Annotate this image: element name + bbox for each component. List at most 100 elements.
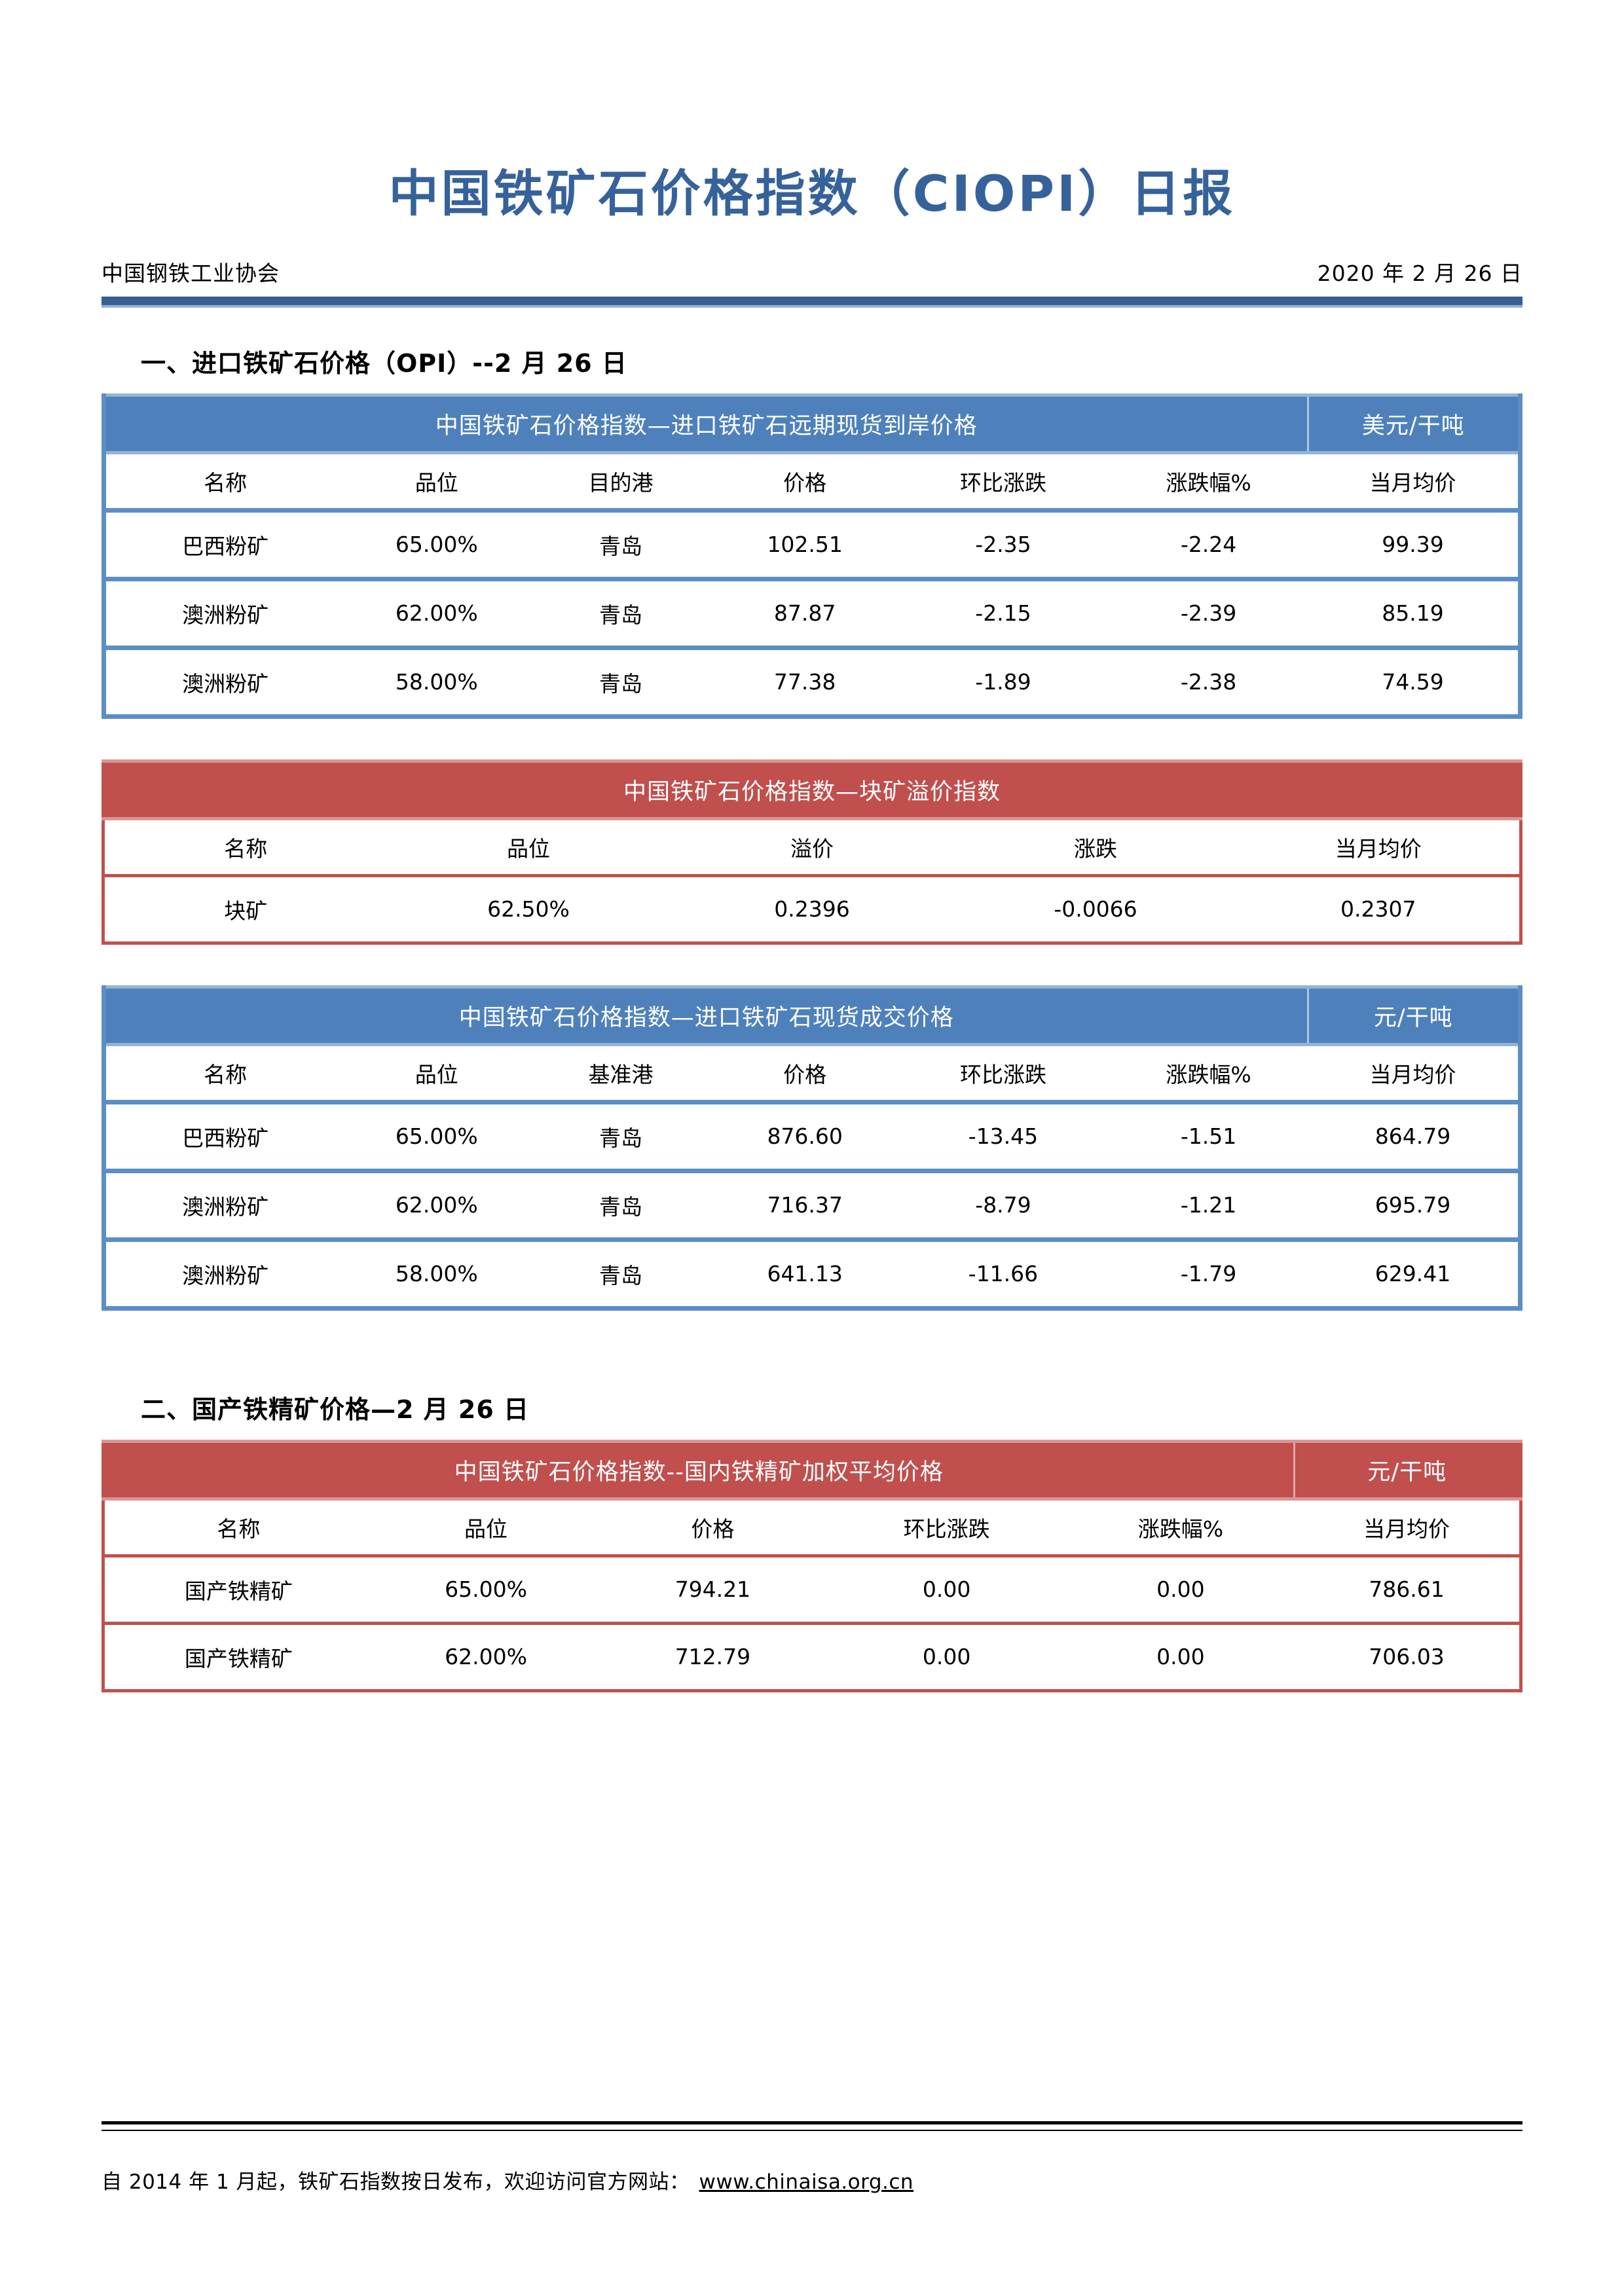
table-cell: 716.37 — [712, 1171, 897, 1242]
column-header: 品位 — [386, 818, 671, 877]
column-header: 环比涨跌 — [896, 1044, 1110, 1104]
table-cell: 青岛 — [528, 1102, 713, 1173]
table-cell: 62.00% — [344, 1171, 529, 1242]
table-cell: 65.00% — [372, 1556, 600, 1625]
table-cell: 102.51 — [712, 510, 897, 581]
column-header: 涨跌 — [953, 818, 1238, 877]
column-header: 名称 — [103, 452, 345, 513]
table-cell: 74.59 — [1308, 647, 1521, 719]
table-cell: 0.00 — [826, 1556, 1067, 1625]
table-cell: 澳洲粉矿 — [103, 1239, 345, 1311]
footer-rule-thin — [101, 2130, 1522, 2131]
table-row: 澳洲粉矿 62.00% 青岛 716.37 -8.79 -1.21 695.79 — [103, 1171, 1521, 1242]
price-table: 中国铁矿石价格指数—块矿溢价指数 名称 品位 溢价 涨跌 当月均价 块矿 62.50% 0.23… — [101, 759, 1522, 945]
column-header: 当月均价 — [1308, 1044, 1521, 1104]
price-table: 中国铁矿石价格指数—进口铁矿石远期现货到岸价格 美元/干吨 名称 品位 目的港 价格 环比涨… — [101, 393, 1522, 719]
column-header: 涨跌幅% — [1109, 1044, 1308, 1104]
price-table: 中国铁矿石价格指数--国内铁精矿加权平均价格 元/干吨 名称 品位 价格 环比涨跌 涨跌幅%… — [101, 1439, 1522, 1692]
table-cell: 青岛 — [528, 510, 713, 581]
table-cell: -2.35 — [896, 510, 1110, 581]
table-row: 澳洲粉矿 58.00% 青岛 641.13 -11.66 -1.79 629.41 — [103, 1239, 1521, 1311]
table-band-title: 中国铁矿石价格指数--国内铁精矿加权平均价格 — [454, 1459, 944, 1485]
column-header: 基准港 — [528, 1044, 713, 1104]
price-table: 中国铁矿石价格指数—进口铁矿石现货成交价格 元/干吨 名称 品位 基准港 价格 环比涨跌 涨跌… — [101, 985, 1522, 1311]
table-unit-label: 元/干吨 — [1306, 987, 1521, 1045]
table-cell: 青岛 — [528, 1171, 713, 1242]
table-cell: 85.19 — [1308, 579, 1521, 650]
masthead: 中国铁矿石价格指数（CIOPI）日报 中国钢铁工业协会 2020 年 2 月 2… — [101, 0, 1522, 308]
table-cell: 0.2307 — [1237, 875, 1521, 945]
table-row: 国产铁精矿 65.00% 794.21 0.00 0.00 786.61 — [103, 1556, 1521, 1625]
table-row: 巴西粉矿 65.00% 青岛 102.51 -2.35 -2.24 99.39 — [103, 510, 1521, 581]
column-header: 品位 — [372, 1499, 600, 1558]
table-band-title: 中国铁矿石价格指数—进口铁矿石现货成交价格 — [458, 1004, 954, 1031]
table-cell: 864.79 — [1308, 1102, 1521, 1173]
column-header: 当月均价 — [1237, 818, 1521, 877]
section-heading: 一、进口铁矿石价格（OPI）--2 月 26 日 — [141, 348, 627, 378]
table-cell: 99.39 — [1308, 510, 1521, 581]
column-header: 品位 — [344, 452, 529, 513]
table-cell: -2.39 — [1109, 579, 1308, 650]
official-website-link[interactable]: www.chinaisa.org.cn — [699, 2170, 914, 2194]
table-cell: 712.79 — [599, 1623, 826, 1692]
column-header: 价格 — [599, 1499, 826, 1558]
table-cell: -1.51 — [1109, 1102, 1308, 1173]
column-header: 目的港 — [528, 452, 713, 513]
column-header: 涨跌幅% — [1109, 452, 1308, 513]
table-cell: 青岛 — [528, 647, 713, 719]
table-cell: 澳洲粉矿 — [103, 1171, 345, 1242]
table-cell: 62.00% — [372, 1623, 600, 1692]
table-spacer — [101, 719, 1522, 759]
column-header: 价格 — [712, 1044, 897, 1104]
page-footer: 自 2014 年 1 月起，铁矿石指数按日发布，欢迎访问官方网站： www.chi… — [101, 2121, 1522, 2195]
table-cell: -2.38 — [1109, 647, 1308, 719]
table-cell: 65.00% — [344, 1102, 529, 1173]
table-cell: 706.03 — [1294, 1623, 1521, 1692]
table-cell: 62.00% — [344, 579, 529, 650]
table-band-title: 中国铁矿石价格指数—块矿溢价指数 — [623, 778, 1001, 805]
table-band: 中国铁矿石价格指数--国内铁精矿加权平均价格 元/干吨 — [103, 1441, 1521, 1499]
table-cell: 794.21 — [599, 1556, 826, 1625]
column-header: 当月均价 — [1294, 1499, 1521, 1558]
column-header: 品位 — [344, 1044, 529, 1104]
table-cell: 0.00 — [1067, 1556, 1295, 1625]
table-cell: 0.00 — [1067, 1623, 1295, 1692]
column-header: 名称 — [103, 1499, 373, 1558]
table-cell: 巴西粉矿 — [103, 1102, 345, 1173]
column-header: 环比涨跌 — [826, 1499, 1067, 1558]
table-cell: 58.00% — [344, 647, 529, 719]
table-cell: 77.38 — [712, 647, 897, 719]
table-cell: 0.00 — [826, 1623, 1067, 1692]
column-header: 溢价 — [670, 818, 954, 877]
table-row: 巴西粉矿 65.00% 青岛 876.60 -13.45 -1.51 864.79 — [103, 1102, 1521, 1173]
table-cell: 0.2396 — [670, 875, 954, 945]
table-band: 中国铁矿石价格指数—进口铁矿石现货成交价格 元/干吨 — [103, 987, 1521, 1045]
footer-note: 自 2014 年 1 月起，铁矿石指数按日发布，欢迎访问官方网站： www.chi… — [101, 2165, 1522, 2195]
header-rule — [101, 296, 1522, 305]
table-cell: -8.79 — [896, 1171, 1110, 1242]
table-cell: 澳洲粉矿 — [103, 579, 345, 650]
table-cell: 695.79 — [1308, 1171, 1521, 1242]
report-date: 2020 年 2 月 26 日 — [1317, 260, 1522, 286]
table-cell: 青岛 — [528, 579, 713, 650]
footer-rule — [101, 2121, 1522, 2124]
table-row: 国产铁精矿 62.00% 712.79 0.00 0.00 706.03 — [103, 1623, 1521, 1692]
table-spacer — [101, 945, 1522, 985]
column-header: 环比涨跌 — [896, 452, 1110, 513]
column-header: 名称 — [103, 1044, 345, 1104]
table-cell: 58.00% — [344, 1239, 529, 1311]
table-cell: 65.00% — [344, 510, 529, 581]
table-column-header-row: 名称 品位 基准港 价格 环比涨跌 涨跌幅% 当月均价 — [103, 1044, 1521, 1104]
table-band: 中国铁矿石价格指数—进口铁矿石远期现货到岸价格 美元/干吨 — [103, 395, 1521, 453]
table-cell: -11.66 — [896, 1239, 1110, 1311]
column-header: 价格 — [712, 452, 897, 513]
table-column-header-row: 名称 品位 价格 环比涨跌 涨跌幅% 当月均价 — [103, 1499, 1521, 1558]
table-cell: -1.89 — [896, 647, 1110, 719]
organization-name: 中国钢铁工业协会 — [101, 260, 280, 286]
table-cell: 629.41 — [1308, 1239, 1521, 1311]
table-band-title: 中国铁矿石价格指数—进口铁矿石远期现货到岸价格 — [435, 412, 978, 439]
table-cell: -1.21 — [1109, 1171, 1308, 1242]
table-row: 块矿 62.50% 0.2396 -0.0066 0.2307 — [103, 875, 1521, 945]
table-cell: 国产铁精矿 — [103, 1623, 373, 1692]
